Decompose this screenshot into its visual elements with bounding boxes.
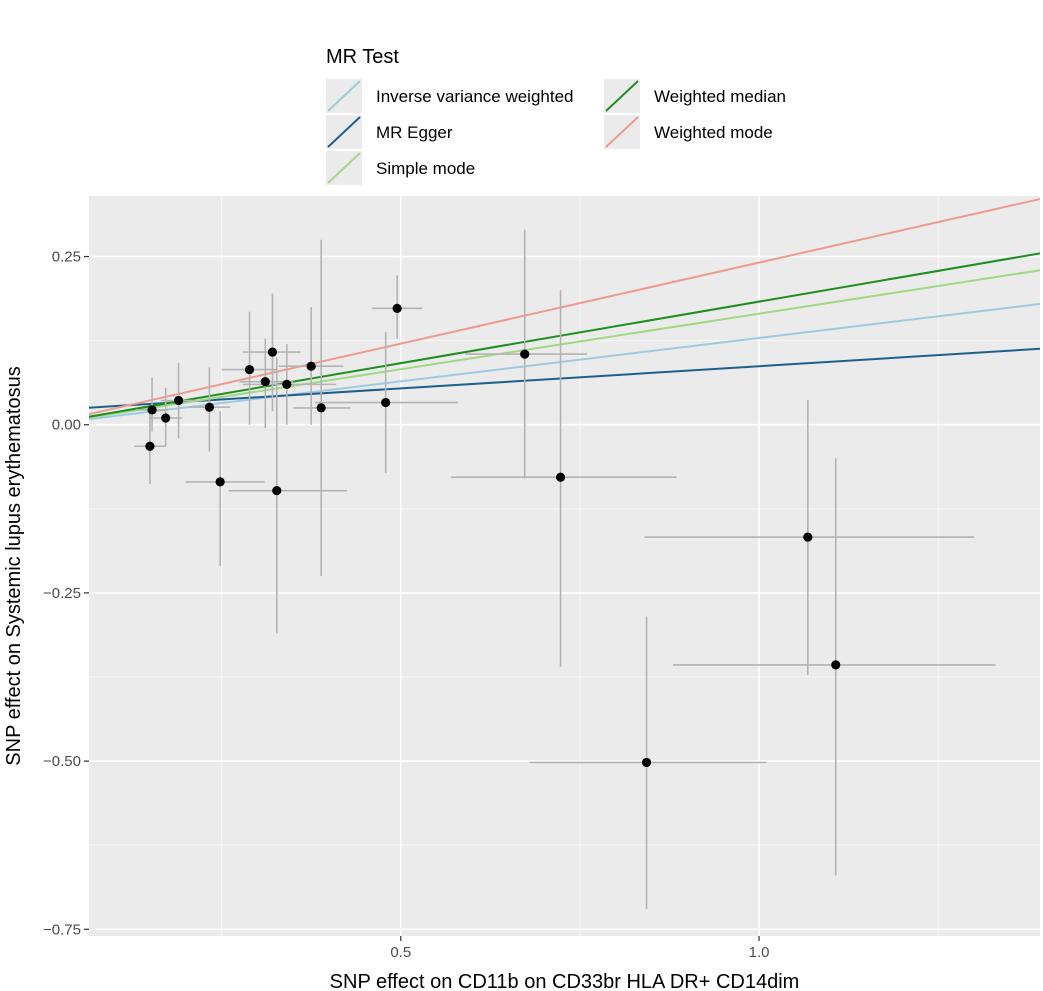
data-point-8	[267, 347, 278, 357]
x-axis-title: SNP effect on CD11b on CD33br HLA DR+ CD…	[330, 971, 800, 991]
data-point-19	[831, 660, 841, 670]
y-axis-title: SNP effect on Systemic lupus erythematos…	[3, 366, 25, 765]
fit-line-weighted-mode	[88, 198, 1041, 416]
legend: MR Test Inverse variance weighted MR Egge…	[326, 46, 786, 185]
data-point-16	[555, 472, 566, 482]
legend-item-simple-mode: Simple mode	[326, 151, 475, 185]
data-point-11	[306, 361, 316, 371]
regression-lines	[88, 198, 1041, 421]
fit-line-simple-mode	[88, 269, 1041, 419]
legend-key-line	[327, 152, 361, 184]
legend-item-mr-egger: MR Egger	[326, 115, 453, 149]
data-point-5	[215, 477, 225, 487]
legend-item-weighted-median: Weighted median	[604, 79, 786, 113]
data-point-13	[381, 397, 391, 408]
legend-key-line	[327, 116, 361, 148]
legend-item-inverse-variance-weighted: Inverse variance weighted	[326, 79, 574, 113]
plot-panel	[89, 196, 1040, 936]
data-point-9	[272, 486, 282, 496]
data-point-14	[392, 303, 402, 313]
y-tick-label: −0.75	[43, 921, 81, 938]
x-axis: 0.5 1.0	[390, 936, 770, 961]
y-tick-label: 0.00	[52, 417, 81, 434]
legend-key-line	[605, 116, 639, 148]
data-point-3	[173, 395, 184, 406]
fit-line-weighted-median	[88, 252, 1041, 418]
data-points	[145, 303, 841, 768]
data-point-6	[244, 364, 255, 375]
y-tick-label: 0.25	[52, 249, 81, 266]
data-point-17	[641, 757, 652, 768]
fit-line-inverse-variance-weighted	[88, 302, 1041, 421]
data-point-4	[204, 402, 214, 412]
legend-label: Simple mode	[376, 159, 475, 178]
data-point-15	[520, 349, 530, 359]
legend-key-line	[327, 80, 361, 112]
legend-label: MR Egger	[376, 123, 453, 142]
data-point-2	[161, 413, 171, 423]
legend-label: Inverse variance weighted	[376, 87, 574, 106]
legend-title: MR Test	[326, 46, 399, 68]
data-point-12	[316, 403, 326, 413]
y-tick-label: −0.50	[43, 753, 81, 770]
y-tick-label: −0.25	[43, 585, 81, 602]
legend-item-weighted-mode: Weighted mode	[604, 115, 773, 149]
fit-line-mr-egger	[88, 347, 1041, 409]
data-point-0	[147, 405, 157, 415]
data-point-7	[260, 377, 270, 387]
legend-label: Weighted mode	[654, 123, 773, 142]
x-tick-label: 0.5	[390, 944, 411, 961]
data-point-10	[282, 379, 292, 389]
legend-label: Weighted median	[654, 87, 786, 106]
data-point-1	[145, 441, 155, 451]
y-axis: 0.25 0.00 −0.25 −0.50 −0.75	[43, 249, 89, 938]
legend-key-line	[605, 80, 639, 112]
data-point-18	[803, 532, 813, 542]
x-tick-label: 1.0	[749, 944, 770, 961]
